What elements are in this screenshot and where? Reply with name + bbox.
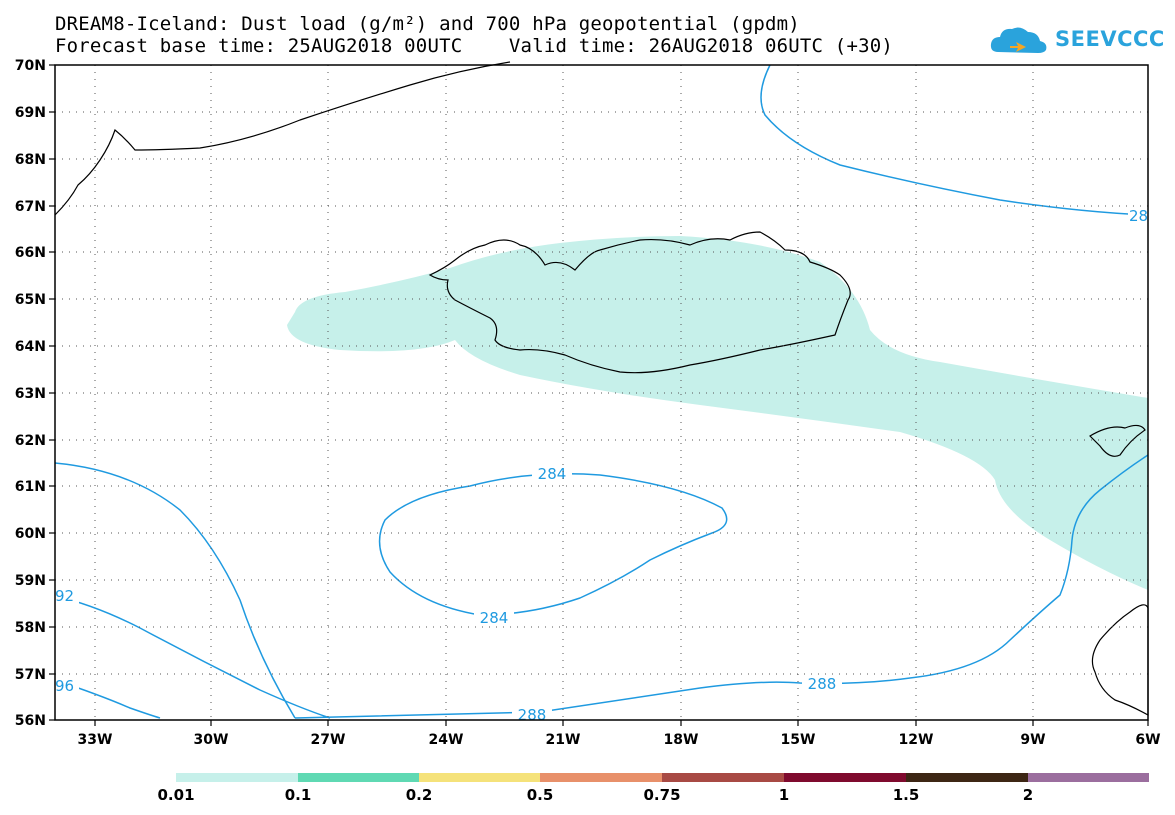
colorbar-label: 1 [778,786,790,804]
lon-label: 18W [664,732,699,748]
scotland-coast [1091,604,1149,717]
lat-label: 70N [15,58,46,74]
lat-label: 57N [15,667,46,683]
colorbar-segment [1028,773,1149,782]
lat-label: 69N [15,105,46,121]
contour-top-right [760,64,1149,216]
colorbar-segment [784,773,906,782]
contour-label-284-top: 284 [538,465,567,483]
tick-marks [49,64,1149,726]
lat-label: 58N [15,620,46,636]
colorbar-label: 0.1 [284,786,312,804]
lat-label: 67N [15,199,46,215]
contour-label-288-bottom: 288 [518,706,547,724]
lat-label: 59N [15,573,46,589]
lon-label: 24W [429,732,464,748]
lon-label: 6W [1135,732,1160,748]
logo-text: SEEVCCC [1055,27,1165,51]
lon-label: 33W [78,732,113,748]
gridlines [55,65,1148,720]
faroe-coast [1089,424,1146,457]
lat-label: 64N [15,339,46,355]
lat-label: 66N [15,245,46,261]
lat-label: 61N [15,479,46,495]
colorbar-segment [298,773,419,782]
latitude-labels: 70N 69N 68N 67N 66N 65N 64N 63N 62N 61N … [15,58,46,729]
lon-label: 12W [899,732,934,748]
greenland-coast [54,61,511,216]
colorbar-label: 1.5 [892,786,920,804]
lon-label: 15W [781,732,816,748]
contour-284 [378,473,728,616]
lon-label: 21W [546,732,581,748]
colorbar-segment [906,773,1028,782]
colorbar-label: 2 [1022,786,1034,804]
colorbar-label: 0.2 [405,786,433,804]
lat-label: 68N [15,152,46,168]
colorbar-segment [540,773,662,782]
contour-label-96: 96 [55,677,74,695]
lon-label: 30W [194,732,229,748]
colorbar-segment [662,773,784,782]
longitude-labels: 33W 30W 27W 24W 21W 18W 15W 12W 9W 6W [78,732,1161,748]
lat-label: 65N [15,292,46,308]
lat-label: 62N [15,433,46,449]
cloud-icon [990,27,1047,53]
title-line-2: Forecast base time: 25AUG2018 00UTC Vali… [55,35,894,57]
colorbar-label: 0.5 [526,786,554,804]
contour-label-28: 28 [1129,207,1148,225]
iceland-coast [428,231,851,374]
lat-label: 56N [15,713,46,729]
title-line-1: DREAM8-Iceland: Dust load (g/m²) and 700… [55,13,800,35]
dust-shading [287,236,1148,590]
contour-labels: 284 284 288 288 92 96 28 [55,206,1148,724]
colorbar-segment [419,773,540,782]
coastlines [54,61,1149,717]
lat-label: 60N [15,526,46,542]
colorbar-label: 0.75 [643,786,681,804]
lon-label: 27W [311,732,346,748]
contour-left-92 [54,595,331,719]
colorbar-label: 0.01 [157,786,195,804]
colorbar-segment [176,773,298,782]
contour-label-92: 92 [55,587,74,605]
contour-label-288-right: 288 [808,675,837,693]
lon-label: 9W [1020,732,1045,748]
lat-label: 63N [15,386,46,402]
contour-label-284-bottom: 284 [480,609,509,627]
contour-left-1 [54,462,296,719]
